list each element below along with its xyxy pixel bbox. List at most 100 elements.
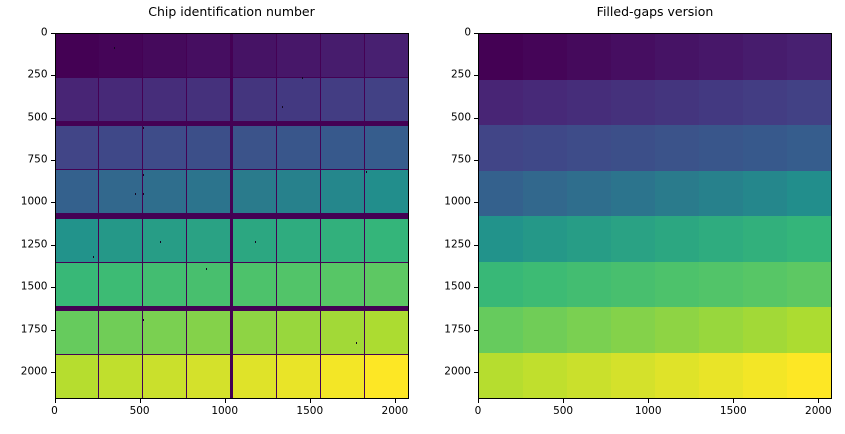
heatmap-cell bbox=[567, 79, 611, 125]
heatmap-cell bbox=[55, 311, 99, 354]
heatmap-cell bbox=[611, 170, 655, 216]
heatmap-cell bbox=[55, 78, 99, 121]
heatmap-cell bbox=[99, 78, 143, 121]
y-tick-mark bbox=[474, 371, 478, 373]
y-tick-label: 2000 bbox=[20, 365, 48, 378]
heatmap-cell bbox=[364, 262, 408, 306]
x-tick-label: 500 bbox=[553, 405, 574, 417]
heatmap-cell bbox=[787, 170, 831, 216]
y-tick-mark bbox=[474, 117, 478, 119]
y-tick-mark bbox=[50, 329, 55, 331]
heatmap-cell bbox=[143, 34, 186, 77]
y-tick-mark bbox=[50, 117, 55, 119]
heatmap-cell bbox=[611, 79, 655, 125]
heatmap-cell bbox=[320, 355, 364, 398]
heatmap-cell bbox=[364, 34, 408, 77]
x-tick-mark bbox=[224, 399, 226, 403]
y-tick-mark bbox=[474, 33, 478, 34]
y-tick-label: 500 bbox=[450, 111, 471, 124]
heatmap-cell bbox=[186, 170, 230, 214]
y-tick-label: 0 bbox=[464, 26, 471, 39]
heatmap-cell bbox=[277, 262, 320, 306]
heatmap-cell bbox=[479, 170, 523, 216]
heatmap-cell bbox=[655, 34, 699, 80]
heatmap-cell bbox=[523, 125, 567, 171]
heatmap-cell bbox=[277, 126, 320, 170]
heatmap-cell bbox=[787, 307, 831, 353]
heatmap-cell bbox=[364, 78, 408, 121]
heatmap-cell bbox=[523, 352, 567, 398]
heatmap-cell bbox=[523, 261, 567, 307]
heatmap-cell bbox=[233, 218, 276, 262]
heatmap-cell bbox=[699, 170, 743, 216]
heatmap-cell bbox=[143, 355, 186, 398]
heatmap-cell bbox=[655, 261, 699, 307]
heatmap-cell bbox=[364, 170, 408, 214]
heatmap-cell bbox=[320, 262, 364, 306]
heatmap-cell bbox=[186, 355, 230, 398]
heatmap-cell bbox=[143, 311, 186, 354]
heatmap-cell bbox=[743, 261, 787, 307]
heatmap-cell bbox=[787, 125, 831, 171]
heatmap-cell bbox=[143, 126, 186, 170]
heatmap-cell bbox=[787, 79, 831, 125]
heatmap-cell bbox=[143, 218, 186, 262]
y-tick-mark bbox=[50, 287, 55, 289]
heatmap-cell bbox=[186, 78, 230, 121]
y-tick-mark bbox=[474, 160, 478, 162]
heatmap-cell bbox=[233, 170, 276, 214]
heatmap-cell bbox=[143, 78, 186, 121]
heatmap-cell bbox=[699, 261, 743, 307]
right-plot-axes bbox=[478, 33, 832, 399]
heatmap-cell bbox=[567, 307, 611, 353]
x-tick-label: 2000 bbox=[381, 405, 409, 417]
x-tick-mark bbox=[648, 399, 650, 403]
heatmap-cell bbox=[743, 307, 787, 353]
y-tick-label: 1750 bbox=[20, 323, 48, 336]
heatmap-cell bbox=[787, 352, 831, 398]
heatmap-cell bbox=[186, 311, 230, 354]
dead-pixel-speck bbox=[142, 193, 144, 196]
dead-pixel-speck bbox=[113, 46, 115, 49]
chip-heatmap-gapped bbox=[55, 34, 408, 398]
dead-pixel-speck bbox=[365, 171, 367, 174]
heatmap-cell bbox=[143, 262, 186, 306]
y-tick-label: 1750 bbox=[444, 323, 471, 336]
x-tick-mark bbox=[309, 399, 311, 403]
x-tick-mark bbox=[394, 399, 396, 403]
heatmap-cell bbox=[479, 125, 523, 171]
heatmap-cell bbox=[743, 34, 787, 80]
y-tick-mark bbox=[474, 244, 478, 246]
heatmap-cell bbox=[55, 262, 99, 306]
dead-pixel-speck bbox=[206, 267, 208, 270]
heatmap-cell bbox=[787, 261, 831, 307]
heatmap-cell bbox=[567, 352, 611, 398]
heatmap-cell bbox=[567, 170, 611, 216]
heatmap-cell bbox=[699, 34, 743, 80]
x-tick-mark bbox=[563, 399, 565, 403]
heatmap-cell bbox=[320, 170, 364, 214]
y-tick-label: 2000 bbox=[444, 365, 471, 378]
heatmap-cell bbox=[743, 125, 787, 171]
y-tick-mark bbox=[474, 329, 478, 331]
x-tick-label: 2000 bbox=[805, 405, 832, 417]
heatmap-cell bbox=[55, 355, 99, 398]
heatmap-cell bbox=[320, 34, 364, 77]
y-tick-label: 750 bbox=[27, 153, 48, 166]
heatmap-cell bbox=[479, 34, 523, 80]
heatmap-cell bbox=[699, 307, 743, 353]
x-tick-label: 1000 bbox=[211, 405, 239, 417]
heatmap-cell bbox=[523, 307, 567, 353]
heatmap-cell bbox=[233, 126, 276, 170]
heatmap-cell bbox=[364, 126, 408, 170]
heatmap-cell bbox=[611, 261, 655, 307]
y-tick-mark bbox=[50, 371, 55, 373]
heatmap-cell bbox=[233, 311, 276, 354]
heatmap-cell bbox=[655, 79, 699, 125]
y-tick-mark bbox=[474, 202, 478, 204]
heatmap-cell bbox=[523, 170, 567, 216]
x-tick-label: 500 bbox=[129, 405, 150, 417]
heatmap-cell bbox=[99, 355, 143, 398]
heatmap-cell bbox=[567, 34, 611, 80]
heatmap-cell bbox=[364, 355, 408, 398]
